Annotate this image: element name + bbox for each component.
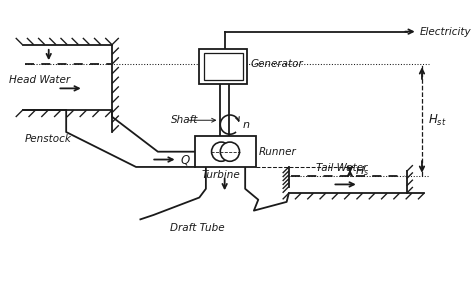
Text: Runner: Runner [259,147,297,157]
Text: $H_s$: $H_s$ [355,164,369,178]
Text: $H_{st}$: $H_{st}$ [428,112,446,128]
Bar [200,49,247,84]
Text: Penstock: Penstock [25,134,72,144]
Text: Electricity: Electricity [420,27,472,37]
Text: Shaft: Shaft [171,115,198,125]
Circle shape [220,142,239,161]
Text: Turbine: Turbine [201,170,240,180]
Bar [195,136,256,167]
Text: Generator: Generator [250,60,303,69]
Text: Head Water: Head Water [9,75,71,85]
Circle shape [211,142,231,161]
Bar [204,54,243,80]
Text: $Q$: $Q$ [180,152,191,167]
Text: Draft Tube: Draft Tube [170,223,225,233]
Text: $n$: $n$ [242,120,250,129]
Text: Tail Water: Tail Water [316,163,367,173]
